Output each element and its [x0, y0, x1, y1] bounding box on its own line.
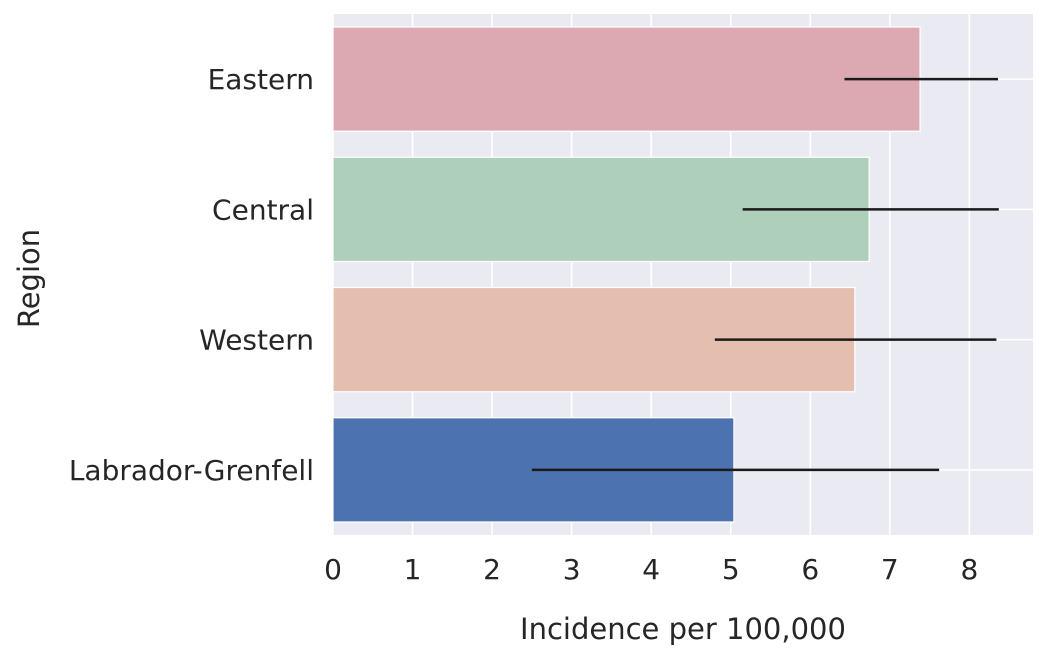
y-tick-label: Central [212, 193, 314, 226]
y-tick-label: Eastern [208, 63, 314, 96]
x-axis-label: Incidence per 100,000 [520, 612, 846, 646]
x-tick-label: 1 [404, 553, 422, 586]
error-bars [531, 77, 999, 472]
x-tick-label: 5 [722, 553, 740, 586]
x-tick-label: 3 [563, 553, 581, 586]
x-tick-label: 6 [801, 553, 819, 586]
x-tick-label: 0 [324, 553, 342, 586]
y-axis-label: Region [12, 229, 46, 328]
x-tick-labels: 0 1 2 3 4 5 6 7 8 [324, 553, 978, 586]
bar-eastern [332, 26, 921, 132]
x-tick-label: 8 [960, 553, 978, 586]
y-tick-label: Western [199, 324, 314, 357]
y-tick-label: Labrador-Grenfell [69, 454, 314, 487]
x-tick-label: 4 [642, 553, 660, 586]
x-tick-label: 2 [483, 553, 501, 586]
y-tick-labels: Eastern Central Western Labrador-Grenfell [69, 63, 314, 487]
x-tick-label: 7 [881, 553, 899, 586]
